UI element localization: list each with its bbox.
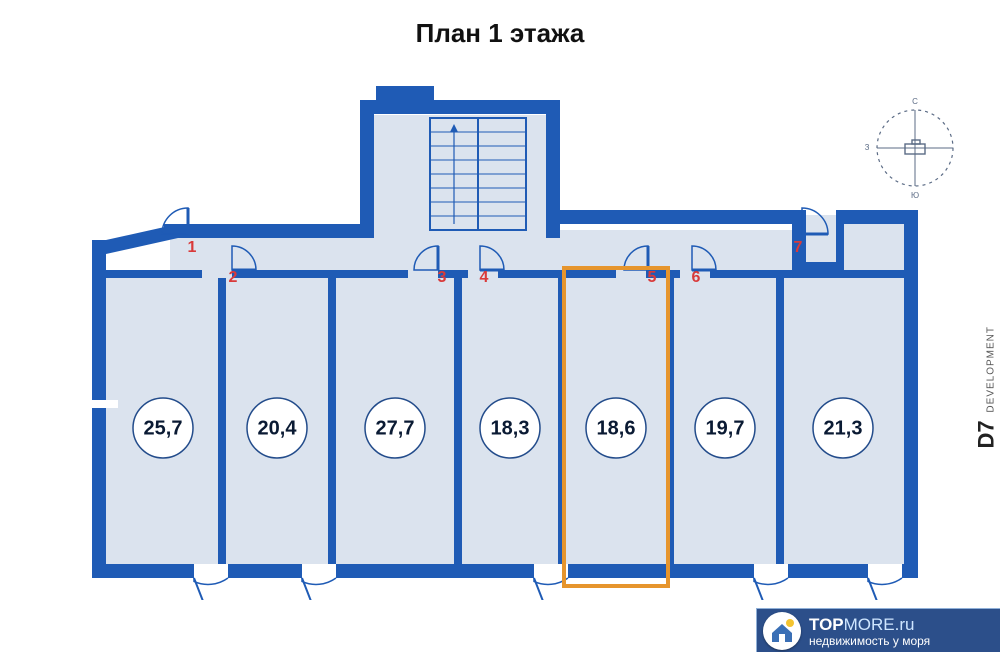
bottom-door-arc-4 [868, 578, 902, 584]
wall-left [92, 240, 106, 578]
bottom-door-leaf-3 [754, 578, 766, 600]
door-gap-top-1 [408, 270, 438, 278]
wall-notch [376, 86, 434, 104]
door-number-1: 1 [188, 239, 197, 256]
watermark-house-icon [763, 612, 801, 650]
compass-n: С [912, 97, 918, 106]
partition-1 [218, 270, 226, 570]
watermark-line1: TOPMORE.ru [809, 615, 988, 635]
door-number-6: 6 [692, 269, 701, 286]
area-label-7: 21,3 [824, 417, 863, 439]
stairwell-fill [370, 115, 550, 235]
area-label-2: 20,4 [258, 417, 298, 439]
area-label-3: 27,7 [376, 417, 415, 439]
area-label-6: 19,7 [706, 417, 745, 439]
bottom-door-0 [194, 564, 228, 578]
bottom-door-4 [868, 564, 902, 578]
door-number-2: 2 [229, 269, 238, 286]
bottom-door-arc-1 [302, 578, 336, 584]
compass-building-top-icon [912, 140, 920, 144]
door-number-3: 3 [438, 269, 447, 286]
brand-code: D7 [973, 420, 998, 448]
door-gap-top-0 [202, 270, 232, 278]
partition-6 [776, 270, 784, 570]
partition-3 [454, 270, 462, 570]
bottom-door-leaf-1 [302, 578, 314, 600]
wall-top-seg1 [164, 224, 374, 238]
wall-right [904, 210, 918, 578]
area-label-4: 18,3 [491, 417, 530, 439]
wall-stair-left [360, 100, 374, 238]
left-notch-gap [92, 400, 118, 408]
bottom-door-arc-0 [194, 578, 228, 584]
compass-s: Ю [911, 191, 919, 200]
bottom-door-leaf-0 [194, 578, 206, 600]
wm-top: TOP [809, 615, 844, 634]
watermark: TOPMORE.ru недвижимость у моря [756, 608, 1000, 652]
wall-top-seg2 [546, 210, 750, 224]
watermark-line2: недвижимость у моря [809, 634, 988, 648]
bottom-door-arc-3 [754, 578, 788, 584]
wm-more: MORE [844, 615, 895, 634]
bottom-door-3 [754, 564, 788, 578]
partition-2 [328, 270, 336, 570]
door-number-5: 5 [648, 269, 657, 286]
plan-title: План 1 этажа [0, 18, 1000, 49]
brand-sub: DEVELOPMENT [985, 326, 996, 413]
floor-plan: 25,720,427,718,318,619,721,31234567СЮВЗ [40, 60, 960, 600]
bottom-door-leaf-4 [868, 578, 880, 600]
developer-brand: D7 DEVELOPMENT [973, 326, 999, 448]
bottom-door-1 [302, 564, 336, 578]
area-label-1: 25,7 [144, 417, 183, 439]
bottom-door-leaf-2 [534, 578, 546, 600]
wall-r-alcove [836, 224, 844, 274]
compass-w: З [865, 143, 870, 152]
wm-ru: .ru [895, 615, 915, 634]
compass: СЮВЗ [865, 97, 960, 200]
door-number-4: 4 [480, 269, 489, 286]
door-gap-top-3 [616, 270, 646, 278]
door-number-7: 7 [794, 239, 803, 256]
area-label-5: 18,6 [597, 417, 636, 439]
wall-top-seg2b [736, 210, 796, 224]
